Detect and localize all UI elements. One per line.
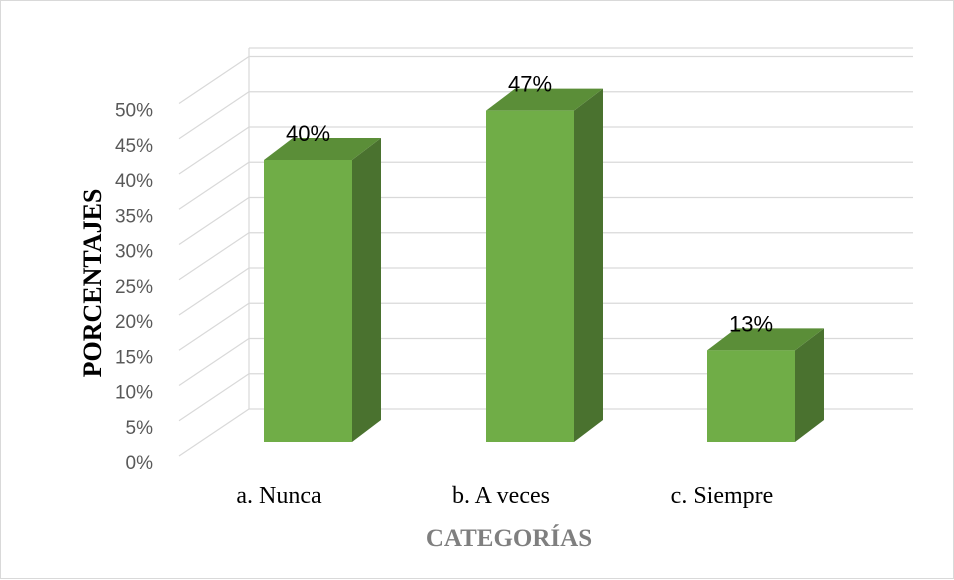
x-axis-categories: a. Nunca b. A veces c. Siempre bbox=[236, 483, 773, 509]
x-axis-title: CATEGORÍAS bbox=[426, 524, 592, 552]
bars bbox=[264, 88, 824, 443]
bar-side bbox=[574, 88, 603, 443]
y-tick-label: 15% bbox=[115, 347, 153, 368]
bar-2 bbox=[486, 88, 603, 443]
bar-top bbox=[486, 88, 603, 111]
bar-side bbox=[795, 328, 824, 442]
bar-top bbox=[264, 138, 381, 160]
bar-front bbox=[707, 350, 795, 442]
gridlines bbox=[178, 47, 913, 457]
y-tick-label: 5% bbox=[126, 418, 154, 439]
y-tick-label: 40% bbox=[115, 171, 153, 192]
data-label: 40% bbox=[286, 121, 330, 146]
bar-front bbox=[264, 160, 352, 442]
bar-3 bbox=[707, 328, 824, 442]
y-tick-label: 45% bbox=[115, 136, 153, 157]
data-label: 13% bbox=[729, 311, 773, 336]
y-axis-title: PORCENTAJES bbox=[78, 189, 107, 378]
x-tick-label: b. A veces bbox=[452, 483, 550, 509]
bar-front bbox=[486, 110, 574, 443]
x-tick-label: a. Nunca bbox=[236, 483, 322, 509]
y-tick-label: 30% bbox=[115, 242, 153, 263]
bar-side bbox=[352, 138, 381, 442]
y-tick-label: 0% bbox=[126, 453, 154, 474]
bar-top bbox=[707, 328, 824, 351]
y-tick-label: 20% bbox=[115, 312, 153, 333]
bar-1 bbox=[264, 138, 381, 442]
y-tick-label: 10% bbox=[115, 383, 153, 404]
y-tick-label: 35% bbox=[115, 206, 153, 227]
y-axis-ticks: 0% 5% 10% 15% 20% 25% 30% 35% 40% 45% 50% bbox=[115, 101, 153, 475]
data-labels: 40% 47% 13% bbox=[286, 72, 773, 337]
x-tick-label: c. Siempre bbox=[671, 483, 774, 509]
y-tick-label: 25% bbox=[115, 277, 153, 298]
data-label: 47% bbox=[508, 72, 552, 97]
y-tick-label: 50% bbox=[115, 101, 153, 122]
